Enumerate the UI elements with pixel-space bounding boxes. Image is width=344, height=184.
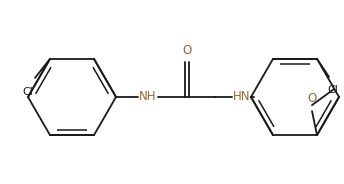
Text: Cl: Cl [23, 87, 33, 97]
Text: O: O [182, 44, 192, 57]
Text: Cl: Cl [327, 85, 338, 95]
Text: O: O [308, 92, 316, 105]
Text: NH: NH [139, 91, 157, 103]
Text: HN: HN [233, 91, 251, 103]
